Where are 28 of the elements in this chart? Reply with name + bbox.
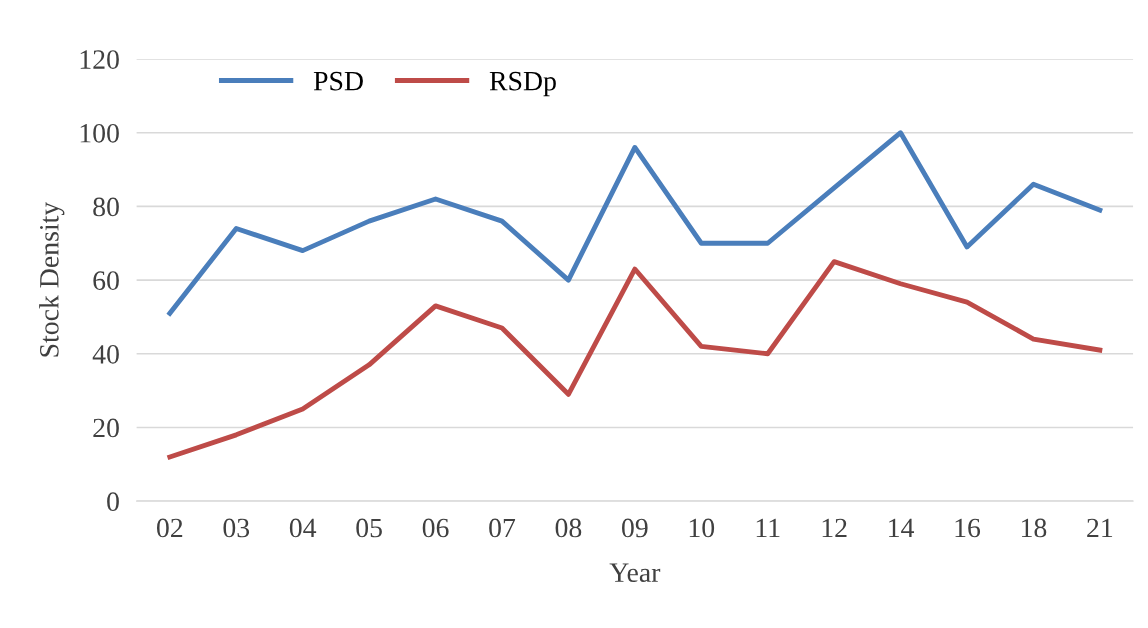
legend-label: PSD <box>313 71 363 91</box>
x-tick-label: 03 <box>223 518 250 538</box>
line-series <box>167 259 1103 460</box>
y-tick-label: 60 <box>93 271 119 290</box>
y-tick-label: 80 <box>93 197 119 217</box>
x-axis-title: Year <box>609 563 661 582</box>
x-tick-label: 06 <box>422 518 449 538</box>
x-tick-label: 08 <box>555 518 582 538</box>
x-tick-label: 09 <box>622 518 648 538</box>
y-tick-label: 20 <box>93 418 119 438</box>
x-tick-label: 10 <box>689 518 715 538</box>
y-tick-label: 0 <box>107 492 119 512</box>
y-tick-label: 120 <box>80 50 119 69</box>
x-tick-label: 07 <box>489 518 516 538</box>
legend-label: RSDp <box>489 71 556 97</box>
line-series <box>167 130 1103 316</box>
x-tick-label: 14 <box>889 518 915 538</box>
x-tick-label: 04 <box>289 518 317 538</box>
x-tick-label: 05 <box>356 518 382 538</box>
y-tick-label: 100 <box>80 123 119 143</box>
x-tick-label: 18 <box>1021 518 1047 538</box>
x-tick-label: 16 <box>955 518 981 538</box>
x-tick-label: 12 <box>822 518 847 538</box>
x-tick-label: 11 <box>756 518 780 538</box>
y-tick-label: 40 <box>92 344 119 364</box>
x-tick-label: 02 <box>157 518 183 538</box>
x-tick-label: 21 <box>1087 518 1113 538</box>
y-axis-title: Stock Density <box>39 201 65 357</box>
